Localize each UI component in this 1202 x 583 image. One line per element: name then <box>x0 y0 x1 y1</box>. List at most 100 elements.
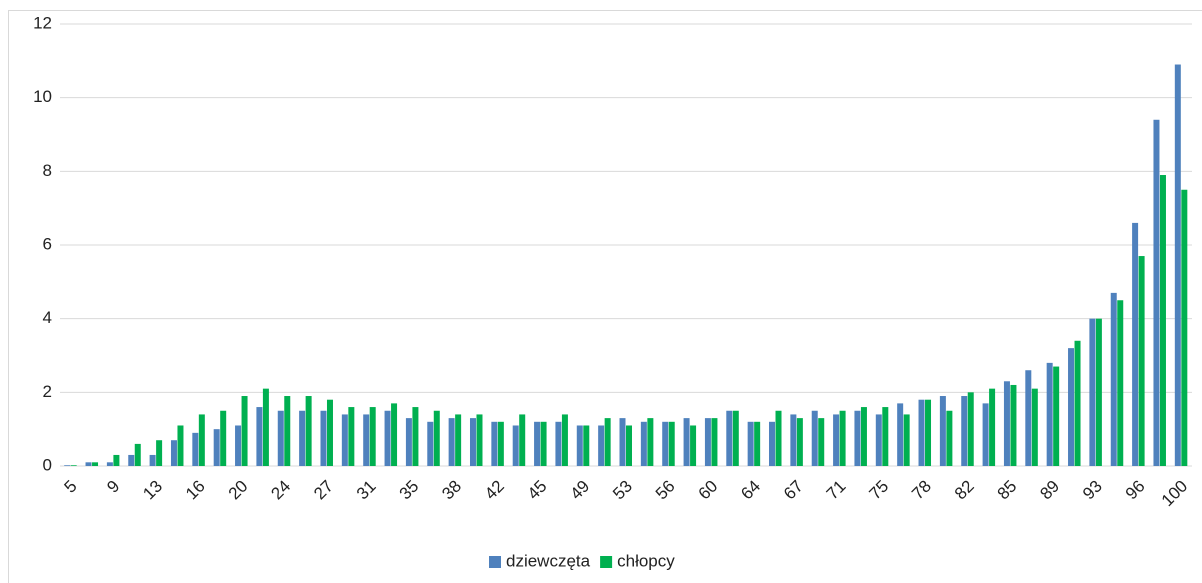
x-tick-label: 71 <box>823 477 850 504</box>
bar <box>903 414 910 466</box>
bar <box>448 418 455 466</box>
bar <box>241 396 248 466</box>
bar <box>747 421 754 466</box>
bar <box>85 462 92 466</box>
bar <box>134 443 141 466</box>
bar <box>640 421 647 466</box>
bar <box>982 403 989 466</box>
bar <box>1153 119 1160 467</box>
bar <box>220 410 227 466</box>
bar <box>433 410 440 466</box>
x-tick-label: 53 <box>609 477 636 504</box>
bar <box>1068 348 1075 466</box>
bar <box>177 425 184 466</box>
bar <box>455 414 462 466</box>
legend-swatch <box>600 556 613 568</box>
x-tick-label: 82 <box>951 477 978 504</box>
bar <box>796 418 803 466</box>
bar <box>149 454 156 466</box>
bar <box>690 425 697 466</box>
bar <box>811 410 818 466</box>
bar <box>598 425 605 466</box>
bar <box>64 465 71 466</box>
x-tick-label: 16 <box>182 477 209 504</box>
bar <box>92 462 99 466</box>
bar <box>412 407 419 466</box>
x-tick-label: 38 <box>438 477 465 504</box>
bar <box>619 418 626 466</box>
bar <box>925 399 932 466</box>
bar <box>604 418 611 466</box>
legend-label: chłopcy <box>617 551 675 570</box>
bar <box>726 410 733 466</box>
bar <box>427 421 434 466</box>
x-tick-label: 75 <box>865 477 892 504</box>
bar <box>668 421 675 466</box>
bar <box>320 410 327 466</box>
bar <box>583 425 590 466</box>
bar <box>491 421 498 466</box>
bar <box>961 396 968 466</box>
bar <box>683 418 690 466</box>
bar <box>469 418 476 466</box>
bar <box>284 396 291 466</box>
bar <box>519 414 526 466</box>
x-tick-label: 93 <box>1079 477 1106 504</box>
x-tick-label: 64 <box>737 477 764 504</box>
x-tick-label: 27 <box>310 477 337 504</box>
x-tick-label: 85 <box>994 477 1021 504</box>
bar <box>1181 189 1188 466</box>
bar <box>106 462 113 466</box>
bar <box>555 421 562 466</box>
y-tick-label: 6 <box>43 234 52 253</box>
bar <box>967 392 974 466</box>
bar <box>897 403 904 466</box>
bar <box>1003 381 1010 466</box>
x-tick-label: 56 <box>652 477 679 504</box>
bar <box>299 410 306 466</box>
bar <box>213 429 220 466</box>
bar <box>262 388 269 466</box>
x-tick-label: 9 <box>103 477 123 497</box>
bar <box>1110 292 1117 466</box>
bar <box>326 399 333 466</box>
x-tick-label: 24 <box>267 477 294 504</box>
bar <box>198 414 205 466</box>
bar <box>711 418 718 466</box>
bar <box>128 454 135 466</box>
bar <box>70 465 77 466</box>
bar <box>576 425 583 466</box>
x-tick-label: 89 <box>1036 477 1063 504</box>
legend-label: dziewczęta <box>506 551 591 570</box>
bar <box>833 414 840 466</box>
bar <box>113 454 120 466</box>
bar <box>790 414 797 466</box>
bar <box>1031 388 1038 466</box>
bar <box>1046 362 1053 466</box>
bar <box>497 421 504 466</box>
x-tick-label: 13 <box>139 477 166 504</box>
bar <box>769 421 776 466</box>
x-tick-label: 49 <box>566 477 593 504</box>
x-tick-label: 78 <box>908 477 935 504</box>
bar <box>1010 384 1017 466</box>
x-tick-label: 5 <box>61 477 81 497</box>
bar <box>384 410 391 466</box>
bar <box>1138 256 1145 466</box>
bar <box>561 414 568 466</box>
bar <box>875 414 882 466</box>
legend-swatch <box>489 556 501 568</box>
bar <box>1095 318 1102 466</box>
bar <box>732 410 739 466</box>
x-tick-label: 96 <box>1122 477 1149 504</box>
bar <box>305 396 312 466</box>
x-tick-label: 60 <box>695 477 722 504</box>
bar <box>818 418 825 466</box>
y-tick-label: 4 <box>43 308 52 327</box>
bar <box>775 410 782 466</box>
bar <box>989 388 996 466</box>
bar <box>348 407 355 466</box>
bar <box>647 418 654 466</box>
